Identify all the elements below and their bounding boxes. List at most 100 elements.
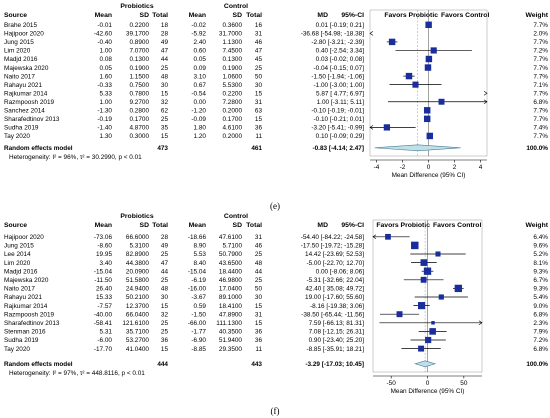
x-tick-label: -50: [387, 380, 397, 387]
study-weight: 6.8%: [533, 311, 548, 318]
control-mean: 0.67: [194, 82, 207, 89]
control-total: 31: [255, 311, 263, 318]
control-sd: 89.1000: [219, 294, 243, 301]
probiotic-total: 44: [161, 56, 169, 63]
study-estimate-square: [405, 72, 413, 80]
study-weight: 5.4%: [533, 294, 548, 301]
md-ci-text: -1.50 [-1.94; -1.06]: [311, 73, 364, 80]
study-estimate-square: [429, 328, 436, 335]
column-header: Mean: [189, 12, 206, 19]
column-header: Total: [152, 12, 168, 19]
ci-arrow-left: [369, 31, 374, 36]
probiotic-total: 28: [161, 31, 169, 38]
md-ci-text: -5.31 [-32.66; 22.04]: [306, 277, 364, 284]
ci-arrow-left: [372, 234, 377, 240]
study-estimate-square: [417, 302, 426, 310]
x-tick-label: -4: [374, 164, 380, 171]
summary-weight: 100.0%: [526, 361, 548, 368]
panel-label: (e): [270, 201, 280, 211]
probiotic-mean: -6.00: [97, 337, 112, 344]
probiotic-total: 49: [161, 243, 169, 250]
study-weight: 7.7%: [533, 65, 548, 72]
control-mean: 1.80: [194, 125, 207, 132]
control-sd: 17.0400: [219, 286, 243, 293]
summary-ci-text: -0.83 [-4.14; 2.47]: [312, 145, 364, 152]
control-mean: 0.09: [194, 65, 207, 72]
control-sd: 46.9800: [219, 277, 243, 284]
study-estimate-square: [425, 55, 433, 63]
probiotic-total: 47: [161, 260, 169, 267]
control-sd: 7.2800: [222, 99, 242, 106]
probiotic-total: 47: [161, 48, 169, 55]
control-mean: 5.53: [194, 251, 207, 258]
study-weight: 7.7%: [533, 39, 548, 46]
control-sd: 0.2000: [222, 133, 242, 140]
summary-probiotic-total: 473: [157, 145, 168, 152]
probiotic-sd: 0.1900: [129, 65, 149, 72]
study-estimate-square: [430, 47, 437, 54]
study-name: Rajkumar 2014: [4, 303, 48, 310]
probiotic-total: 30: [161, 294, 169, 301]
probiotic-mean: -8.60: [97, 243, 112, 250]
control-mean: -8.85: [191, 346, 206, 353]
control-total: 15: [255, 320, 263, 327]
study-weight: 6.8%: [533, 99, 548, 106]
control-sd: 111.1300: [216, 320, 242, 327]
md-ci-text: 7.08 [-12.15; 26.31]: [309, 329, 365, 336]
x-axis-title: Mean Difference (95% CI): [391, 388, 465, 395]
probiotic-mean: 1.60: [100, 73, 113, 80]
study-weight: 9.3%: [533, 286, 548, 293]
control-total: 31: [255, 99, 263, 106]
control-sd: 40.3500: [219, 329, 243, 336]
column-header: 95%-CI: [341, 12, 364, 19]
md-ci-text: 42.40 [ 35.08; 49.72]: [305, 286, 364, 293]
control-total: 50: [255, 73, 263, 80]
study-name: Naito 2017: [4, 73, 35, 80]
study-name: Rahayu 2021: [4, 294, 42, 301]
control-total: 11: [255, 133, 262, 140]
probiotic-mean: -15.04: [94, 268, 113, 275]
probiotic-mean: 0.05: [100, 65, 113, 72]
heterogeneity-text: Heterogeneity: I² = 97%, τ² = 448.8116, …: [9, 370, 145, 377]
probiotic-total: 15: [161, 133, 169, 140]
probiotic-mean: 1.30: [100, 133, 113, 140]
study-estimate-square: [435, 251, 441, 257]
study-name: Madjd 2016: [4, 268, 38, 275]
probiotic-total: 15: [161, 303, 169, 310]
control-sd: 43.6500: [219, 260, 243, 267]
study-name: Majewska 2020: [4, 277, 49, 284]
probiotic-total: 15: [161, 90, 169, 97]
probiotic-total: 35: [161, 125, 169, 132]
x-tick-label: 0: [426, 380, 430, 387]
study-name: Naito 2017: [4, 286, 35, 293]
probiotic-mean: -7.57: [97, 303, 112, 310]
study-weight: 5.2%: [533, 251, 548, 258]
study-name: Rahayu 2021: [4, 82, 42, 89]
probiotic-mean: -1.40: [97, 125, 112, 132]
study-weight: 6.8%: [533, 346, 548, 353]
study-estimate-square: [418, 345, 425, 352]
control-sd: 51.9400: [219, 337, 243, 344]
probiotic-mean: -42.60: [94, 31, 113, 38]
study-name: Lim 2020: [4, 48, 31, 55]
control-total: 25: [255, 277, 263, 284]
study-estimate-square: [411, 241, 419, 250]
control-sd: 47.8900: [219, 311, 243, 318]
column-header: Source: [4, 12, 27, 19]
probiotic-total: 32: [161, 311, 169, 318]
probiotic-total: 18: [161, 22, 169, 29]
study-name: Tay 2020: [4, 133, 30, 140]
probiotic-sd: 24.9400: [126, 286, 150, 293]
control-total: 15: [255, 303, 263, 310]
control-mean: -66.00: [188, 320, 207, 327]
md-ci-text: 7.59 [-66.13; 81.31]: [309, 320, 365, 327]
heterogeneity-text: Heterogeneity: I² = 96%, τ² = 30.2990, p…: [9, 154, 142, 161]
study-name: Sudha 2019: [4, 125, 39, 132]
md-ci-text: 0.01 [-0.19; 0.21]: [316, 22, 365, 29]
probiotic-sd: 50.2100: [126, 294, 150, 301]
control-total: 31: [255, 234, 263, 241]
study-weight: 7.4%: [533, 125, 548, 132]
md-ci-text: -2.80 [-3.21; -2.39]: [311, 39, 364, 46]
control-sd: 4.6100: [222, 125, 242, 132]
